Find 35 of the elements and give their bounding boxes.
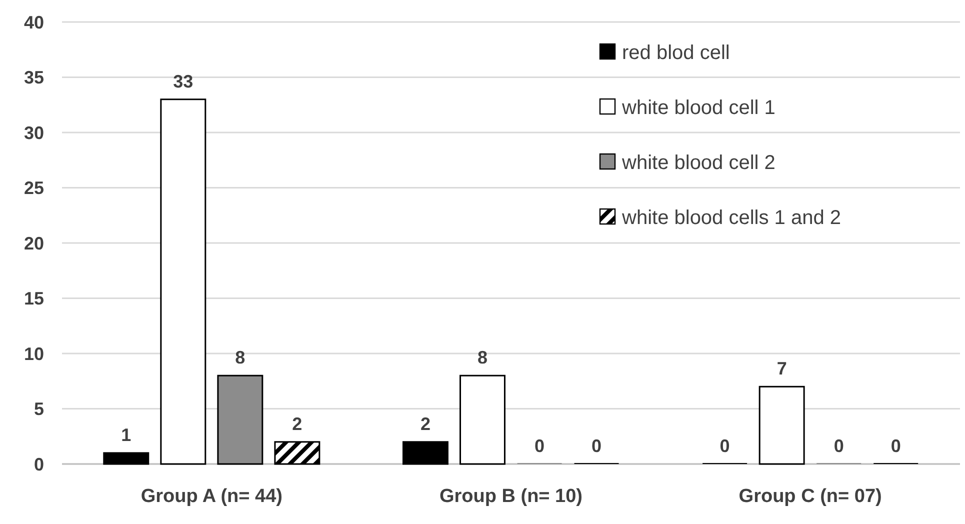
legend-label: white blood cell 2: [621, 152, 776, 174]
bar: [402, 441, 448, 465]
bar: [460, 374, 506, 465]
y-tick-label: 40: [24, 12, 44, 32]
data-label: 8: [235, 348, 246, 368]
data-label: 1: [121, 424, 132, 445]
legend-label: white blood cells 1 and 2: [621, 207, 842, 229]
data-label: 0: [534, 436, 545, 456]
data-label: 0: [720, 436, 730, 456]
bar: [274, 441, 320, 465]
y-tick-label: 25: [24, 178, 44, 198]
legend-label: red blod cell: [622, 42, 730, 64]
data-label: 0: [592, 436, 602, 456]
data-label: 8: [477, 348, 488, 368]
x-tick-label: Group A (n= 44): [140, 486, 282, 507]
data-label: 33: [173, 71, 194, 92]
y-tick-label: 20: [24, 233, 44, 254]
y-tick-label: 5: [34, 399, 44, 420]
y-tick-label: 30: [24, 122, 44, 143]
data-label: 2: [420, 414, 430, 434]
bar: [217, 374, 264, 465]
data-label: 0: [834, 436, 844, 456]
data-label: 0: [890, 436, 901, 456]
data-label: 2: [292, 414, 302, 434]
bar: [103, 452, 150, 465]
y-tick-label: 10: [24, 344, 44, 364]
x-tick-label: Group C (n= 07): [738, 486, 882, 507]
legend-label: white blood cell 1: [621, 97, 776, 119]
bar: [758, 386, 805, 465]
bar: [160, 98, 206, 465]
y-tick-label: 15: [24, 288, 44, 309]
data-label: 7: [776, 358, 787, 379]
y-tick-label: 35: [24, 68, 44, 88]
x-tick-label: Group B (n= 10): [439, 486, 583, 507]
y-tick-label: 0: [34, 454, 44, 474]
